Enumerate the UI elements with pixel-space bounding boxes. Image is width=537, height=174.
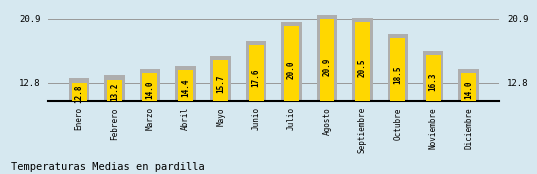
Text: 18.5: 18.5 <box>393 65 402 84</box>
Text: 17.6: 17.6 <box>252 68 260 87</box>
Text: 15.7: 15.7 <box>216 74 225 93</box>
Bar <box>459 69 479 101</box>
Text: 14.0: 14.0 <box>146 80 155 99</box>
Bar <box>426 55 441 101</box>
Bar <box>178 70 193 101</box>
Bar <box>284 26 299 101</box>
Bar <box>352 18 373 101</box>
Bar <box>142 73 157 101</box>
Text: 20.9: 20.9 <box>323 57 331 76</box>
Text: 12.8: 12.8 <box>75 84 84 102</box>
Bar <box>211 56 231 101</box>
Text: Temperaturas Medias en pardilla: Temperaturas Medias en pardilla <box>11 162 205 172</box>
Text: 13.2: 13.2 <box>110 83 119 101</box>
Text: 16.3: 16.3 <box>429 72 438 91</box>
Bar <box>281 22 302 101</box>
Text: 20.0: 20.0 <box>287 60 296 79</box>
Bar <box>104 75 125 101</box>
Text: 14.4: 14.4 <box>181 79 190 97</box>
Bar <box>390 38 405 101</box>
Bar <box>175 66 195 101</box>
Text: 20.5: 20.5 <box>358 59 367 77</box>
Bar <box>423 51 444 101</box>
Text: 14.0: 14.0 <box>464 80 473 99</box>
Bar <box>71 83 86 101</box>
Bar <box>213 60 228 101</box>
Bar <box>461 73 476 101</box>
Bar <box>249 45 264 101</box>
Bar <box>107 80 122 101</box>
Bar <box>320 19 335 101</box>
Bar <box>355 22 370 101</box>
Bar <box>69 78 89 101</box>
Bar <box>388 34 408 101</box>
Bar <box>140 69 160 101</box>
Bar <box>317 15 337 101</box>
Bar <box>246 41 266 101</box>
